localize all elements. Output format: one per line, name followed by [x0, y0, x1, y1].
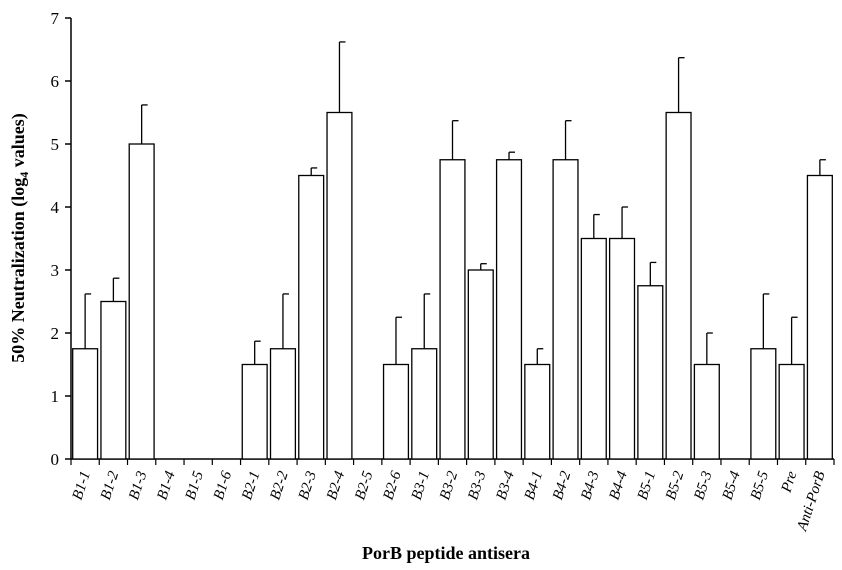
bar-b2-3 — [298, 174, 325, 460]
bar-b1-3 — [128, 143, 155, 460]
y-axis-title: 50% Neutralization (log4 values) — [8, 113, 31, 362]
bar-b4-3 — [580, 237, 607, 460]
error-bar-pre — [790, 316, 798, 365]
error-bar-b4-1 — [536, 348, 544, 365]
y-tick-label: 5 — [51, 135, 60, 154]
y-tick-label: 4 — [51, 198, 60, 217]
x-tick-label: B2-1 — [239, 469, 263, 502]
x-tick-label: B1-2 — [98, 469, 122, 502]
x-tick-label: B5-1 — [635, 469, 659, 502]
x-tick-label: B1-6 — [211, 469, 235, 502]
x-tick-label: B2-3 — [296, 469, 320, 502]
error-bar-anti-porb — [819, 159, 826, 176]
x-tick-label: B2-6 — [381, 469, 405, 502]
error-bar-b1-2 — [112, 277, 120, 302]
bar-b2-4 — [326, 111, 353, 460]
bar-b2-2 — [269, 348, 297, 460]
y-tick-label: 2 — [51, 324, 60, 343]
x-tick-label: B3-3 — [465, 469, 489, 502]
bar-b3-1 — [411, 348, 438, 460]
x-axis: B1-1 B1-2 B1-3 B1-4 B1-5 B1-6 B2-1 B2-2 B2-3 B2-4… — [70, 458, 835, 534]
x-tick-label: B1-1 — [70, 469, 94, 502]
error-bar-b2-6 — [395, 316, 402, 365]
error-bar-b2-2 — [282, 293, 289, 349]
bar-b2-6 — [382, 363, 410, 460]
error-bar-b5-1 — [649, 261, 657, 286]
x-tick-label: B3-2 — [437, 469, 461, 502]
y-tick-label: 3 — [51, 261, 60, 280]
bar-b3-2 — [439, 159, 466, 460]
y-tick-label: 7 — [51, 9, 60, 28]
x-tick-label: B2-2 — [268, 469, 292, 502]
bar-b1-1 — [72, 348, 99, 460]
bar-anti-porb — [806, 174, 833, 460]
x-tick-label: B2-5 — [352, 469, 376, 502]
error-bar-b3-2 — [451, 120, 459, 160]
x-tick-label: B4-2 — [550, 469, 574, 502]
error-bar-b3-3 — [480, 263, 487, 270]
x-tick-label: Pre — [778, 469, 800, 495]
x-tick-label: B2-4 — [324, 469, 348, 502]
error-bar-b5-2 — [677, 57, 685, 113]
x-tick-label: B3-4 — [494, 469, 518, 502]
error-bar-b4-2 — [564, 120, 572, 160]
error-bar-b5-3 — [706, 332, 713, 365]
error-bar-b1-1 — [84, 293, 92, 349]
bar-b3-3 — [467, 269, 494, 460]
bar-b5-1 — [637, 285, 664, 460]
bars — [72, 111, 833, 460]
x-tick-label: B5-4 — [720, 469, 744, 502]
x-tick-label: B1-3 — [126, 469, 150, 502]
bar-b4-1 — [524, 363, 551, 460]
y-tick-label: 6 — [51, 72, 60, 91]
bar-pre — [778, 363, 805, 460]
bar-b3-4 — [495, 159, 523, 460]
bar-b1-2 — [100, 300, 127, 460]
x-tick-label: Anti-PorB — [794, 469, 829, 534]
error-bar-b5-5 — [762, 293, 770, 349]
bar-b4-2 — [552, 159, 579, 460]
error-bar-b3-4 — [508, 151, 516, 160]
x-tick-label: B5-3 — [691, 469, 715, 502]
error-bars — [84, 41, 826, 365]
bar-b2-1 — [241, 363, 268, 460]
error-bar-b4-4 — [621, 206, 629, 239]
bar-b5-3 — [693, 363, 720, 460]
error-bar-b2-4 — [338, 41, 346, 113]
x-tick-label: B5-5 — [748, 469, 772, 502]
y-tick-label: 1 — [51, 387, 60, 406]
error-bar-b3-1 — [423, 293, 431, 349]
x-tick-label: B1-5 — [183, 469, 207, 502]
x-axis-title: PorB peptide antisera — [362, 543, 530, 563]
x-tick-label: B1-4 — [154, 469, 178, 502]
error-bar-b2-1 — [254, 340, 261, 365]
bar-b5-2 — [665, 111, 692, 460]
x-tick-label: B4-3 — [578, 469, 602, 502]
x-tick-label: B4-4 — [607, 469, 631, 502]
y-axis: 0 1 2 3 4 5 6 7 — [51, 9, 72, 469]
error-bar-b4-3 — [593, 213, 600, 239]
x-tick-label: B4-1 — [522, 469, 546, 502]
x-tick-label: B3-1 — [409, 469, 433, 502]
error-bar-b2-3 — [310, 167, 318, 176]
error-bar-b1-3 — [140, 104, 148, 144]
x-tick-label: B5-2 — [663, 469, 687, 502]
y-tick-label: 0 — [51, 450, 60, 469]
bar-b5-5 — [750, 348, 777, 460]
bar-b4-4 — [608, 237, 636, 460]
